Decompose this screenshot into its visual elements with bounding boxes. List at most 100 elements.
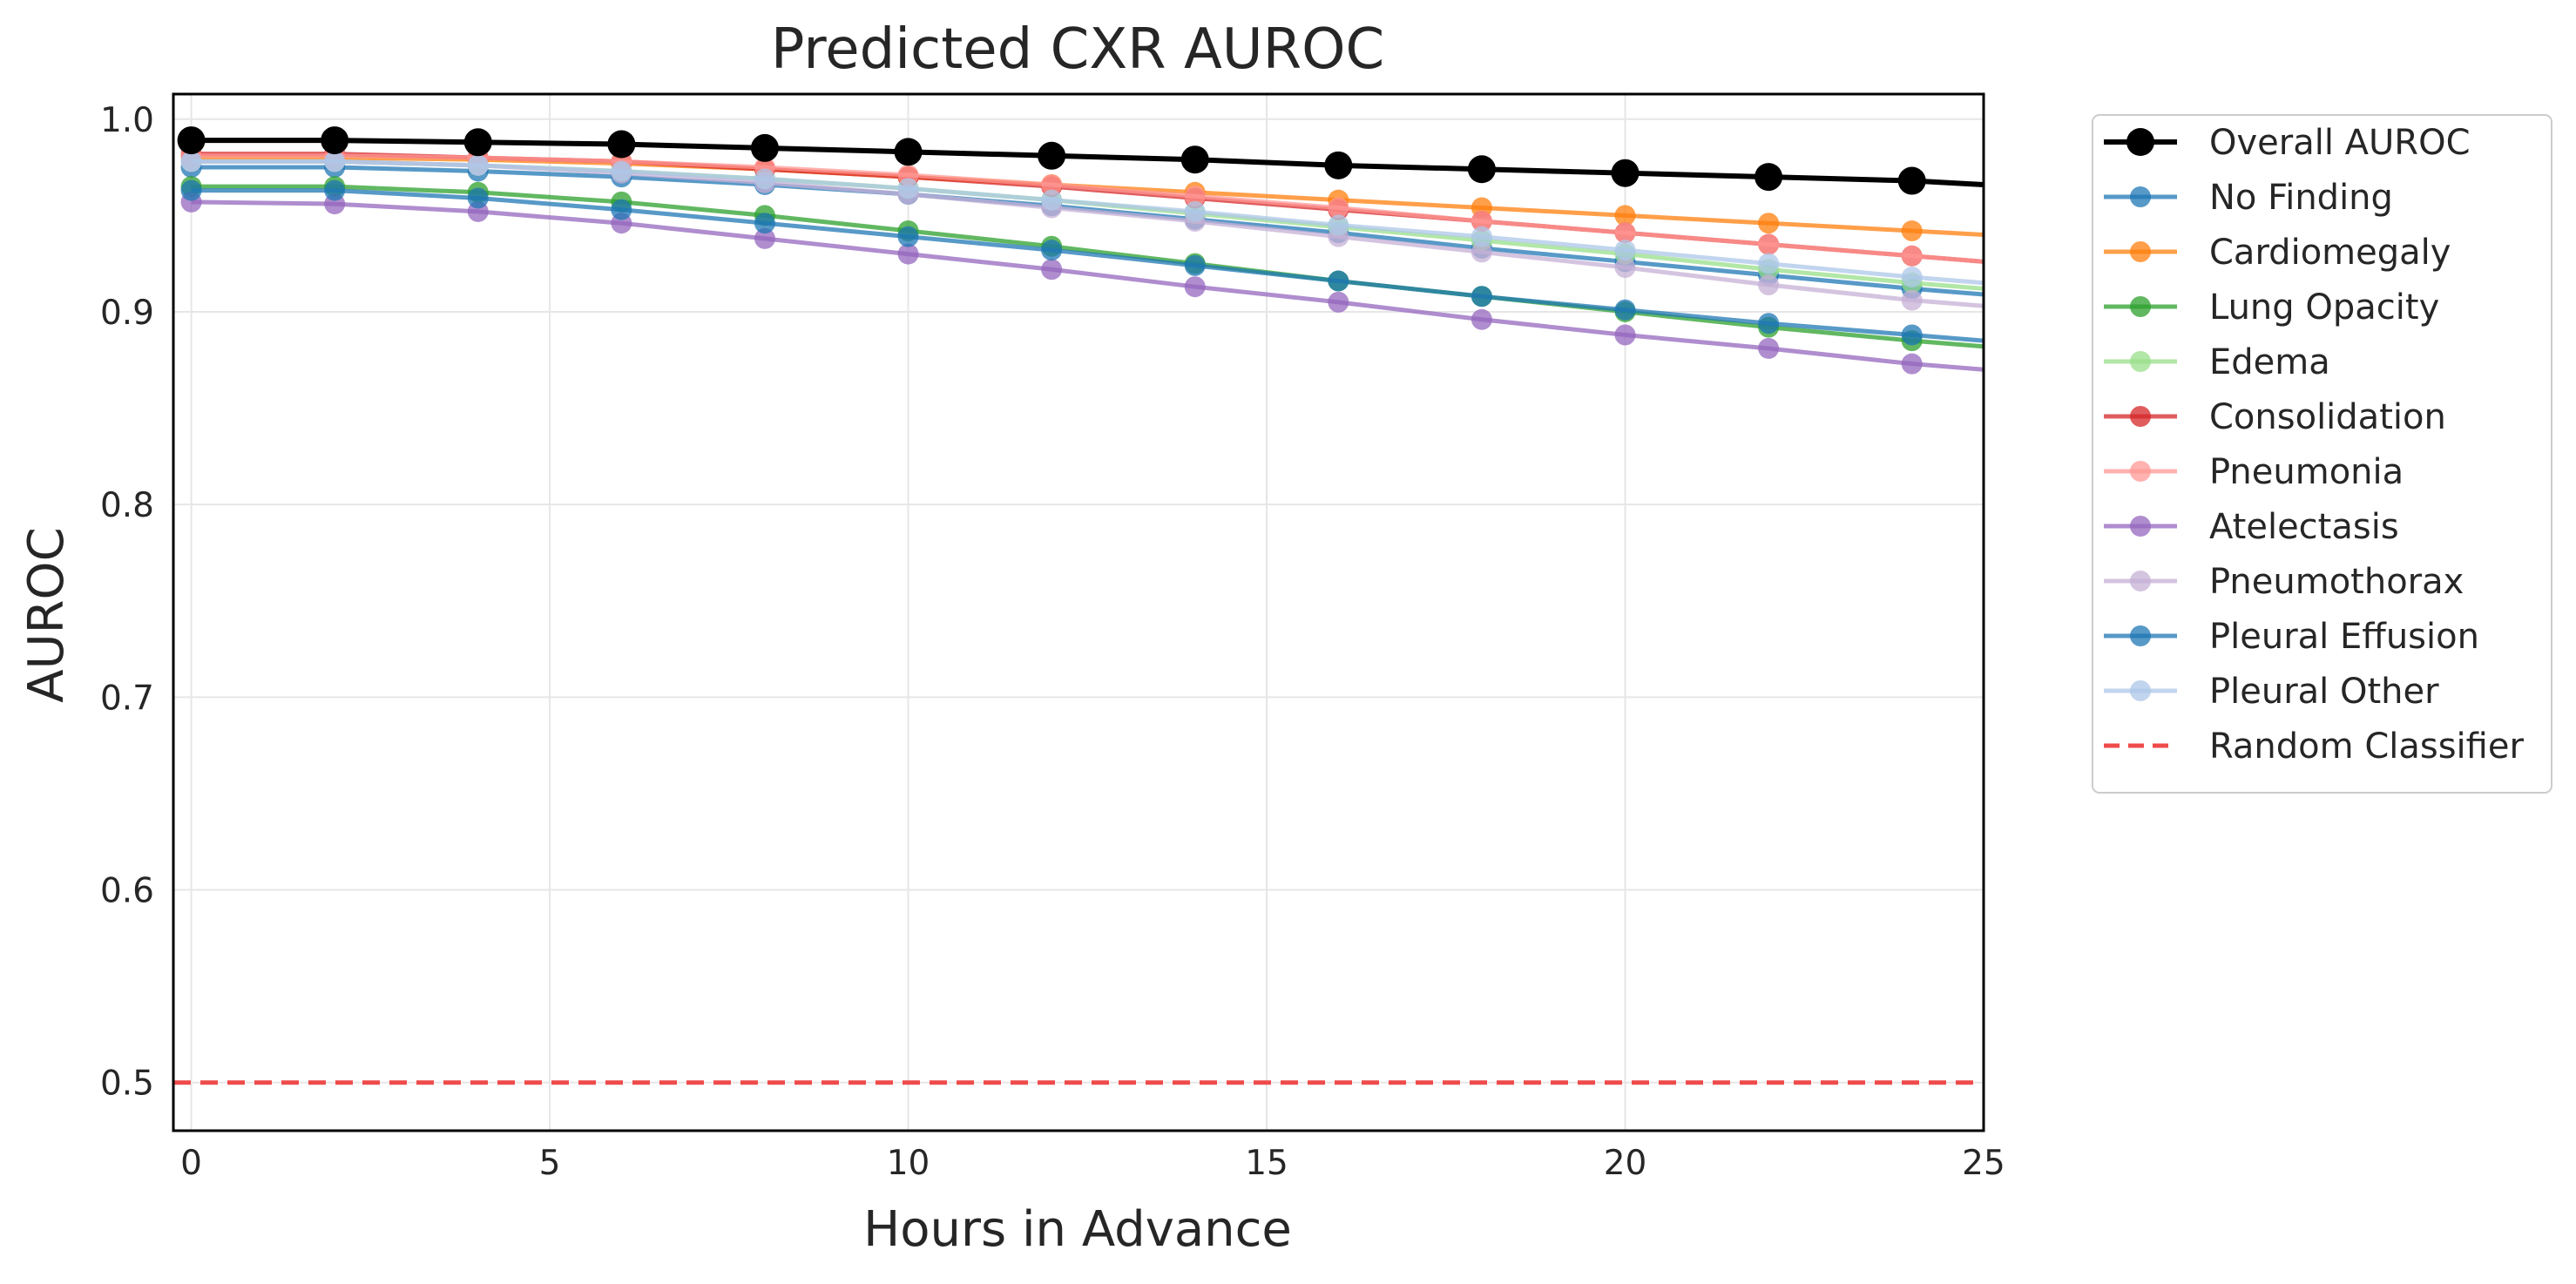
pleural-effusion-point xyxy=(1614,299,1636,321)
pneumonia-point xyxy=(1328,197,1349,219)
pneumonia-point xyxy=(1901,245,1923,267)
legend-marker-atelectasis xyxy=(2130,516,2151,537)
atelectasis-point xyxy=(1184,276,1206,298)
legend-label-overall-auroc: Overall AUROC xyxy=(2209,123,2471,163)
pleural-other-point xyxy=(1471,226,1492,247)
x-tick-label: 0 xyxy=(180,1144,202,1183)
overall-auroc-point xyxy=(1038,141,1066,170)
overall-auroc-point xyxy=(1897,166,1926,195)
legend-marker-pleural-effusion xyxy=(2130,625,2151,646)
y-axis-label: AUROC xyxy=(18,527,75,702)
plot-area: 0 5 10 15 20 25 0.5 0.6 0.7 0.8 0.9 1.0 xyxy=(100,92,2005,1183)
pleural-effusion-point xyxy=(1041,240,1063,261)
x-tick-label: 20 xyxy=(1604,1144,1647,1183)
overall-auroc-point xyxy=(607,130,636,159)
pleural-other-point xyxy=(1758,253,1780,274)
overall-auroc-point xyxy=(1611,159,1640,187)
pneumothorax-point xyxy=(1614,257,1636,279)
pleural-effusion-point xyxy=(611,199,632,220)
legend-label-lung-opacity: Lung Opacity xyxy=(2209,287,2439,328)
pneumonia-point xyxy=(1614,222,1636,244)
pleural-other-point xyxy=(611,160,632,182)
pleural-other-point xyxy=(1184,200,1206,222)
atelectasis-point xyxy=(1041,259,1063,280)
y-tick-label: 0.8 xyxy=(100,486,154,525)
y-tick-label: 0.5 xyxy=(100,1064,154,1104)
pneumonia-point xyxy=(1041,173,1063,195)
atelectasis-point xyxy=(1901,353,1923,375)
cardiomegaly-point xyxy=(1614,205,1636,226)
pleural-effusion-point xyxy=(180,179,202,201)
pleural-effusion-point xyxy=(1184,254,1206,276)
overall-auroc-point xyxy=(1467,155,1496,184)
legend-label-no-finding: No Finding xyxy=(2209,178,2393,218)
legend-label-cardiomegaly: Cardiomegaly xyxy=(2209,233,2451,273)
y-tick-label: 1.0 xyxy=(100,101,154,140)
legend-label-consolidation: Consolidation xyxy=(2209,397,2446,437)
series-layer xyxy=(173,126,1984,1085)
pneumothorax-point xyxy=(1758,274,1780,295)
pleural-other-point xyxy=(897,178,919,199)
pneumothorax-point xyxy=(1901,289,1923,311)
legend-marker-overall-auroc xyxy=(2126,128,2154,156)
pleural-other-point xyxy=(1614,240,1636,261)
pleural-effusion-point xyxy=(1328,270,1349,292)
overall-auroc-point xyxy=(463,128,492,157)
cardiomegaly-point xyxy=(1901,220,1923,242)
overall-auroc-point xyxy=(177,126,206,155)
atelectasis-point xyxy=(1471,308,1492,330)
y-tick-label: 0.6 xyxy=(100,872,154,911)
pleural-effusion-point xyxy=(897,226,919,247)
legend-label-pneumonia: Pneumonia xyxy=(2209,452,2404,492)
overall-auroc-point xyxy=(321,126,349,155)
legend-label-atelectasis: Atelectasis xyxy=(2209,507,2399,547)
atelectasis-point xyxy=(1328,291,1349,313)
overall-auroc-point xyxy=(894,138,923,166)
pneumonia-line xyxy=(191,153,1984,264)
pneumonia-point xyxy=(1471,210,1492,232)
pleural-other-point xyxy=(324,151,346,172)
atelectasis-line xyxy=(191,199,1984,372)
legend-marker-pneumothorax xyxy=(2130,571,2151,591)
pleural-other-point xyxy=(1328,214,1349,236)
pleural-effusion-point xyxy=(324,179,346,201)
overall-auroc-point xyxy=(750,133,779,162)
pleural-other-point xyxy=(467,154,489,176)
legend-marker-no-finding xyxy=(2130,186,2151,207)
y-tick-label: 0.7 xyxy=(100,679,154,718)
atelectasis-point xyxy=(897,243,919,265)
atelectasis-point xyxy=(1614,324,1636,346)
pleural-other-point xyxy=(1901,267,1923,288)
legend-marker-cardiomegaly xyxy=(2130,241,2151,262)
legend-label-pleural-effusion: Pleural Effusion xyxy=(2209,617,2479,657)
legend: Overall AUROC No Finding Cardiomegaly Lung … xyxy=(2092,114,2552,794)
pleural-other-line xyxy=(191,159,1984,286)
y-tick-label: 0.9 xyxy=(100,294,154,333)
legend-label-pneumothorax: Pneumothorax xyxy=(2209,562,2464,602)
pleural-effusion-point xyxy=(754,213,775,234)
lung-opacity-line xyxy=(191,184,1984,349)
x-tick-label: 5 xyxy=(539,1144,561,1183)
overall-auroc-point xyxy=(1324,151,1353,179)
pleural-other-point xyxy=(180,151,202,172)
x-tick-label: 10 xyxy=(887,1144,930,1183)
pneumonia-point xyxy=(1184,186,1206,207)
legend-marker-edema xyxy=(2130,351,2151,372)
plot-frame xyxy=(172,92,1985,1132)
pleural-effusion-line xyxy=(191,188,1984,343)
legend-label-edema: Edema xyxy=(2209,342,2330,382)
legend-marker-pneumonia xyxy=(2130,461,2151,482)
legend-marker-pleural-other xyxy=(2130,680,2151,701)
legend-marker-lung-opacity xyxy=(2130,296,2151,317)
legend-box xyxy=(2092,114,2552,794)
legend-label-random-classifier: Random Classifier xyxy=(2209,726,2524,767)
x-tick-label: 25 xyxy=(1962,1144,2005,1183)
cardiomegaly-point xyxy=(1758,213,1780,234)
pleural-effusion-point xyxy=(1758,313,1780,335)
pneumonia-point xyxy=(1758,233,1780,255)
overall-auroc-point xyxy=(1755,163,1783,192)
overall-auroc-line xyxy=(191,138,1984,187)
x-axis-label: Hours in Advance xyxy=(863,1201,1292,1258)
legend-label-pleural-other: Pleural Other xyxy=(2209,672,2439,712)
